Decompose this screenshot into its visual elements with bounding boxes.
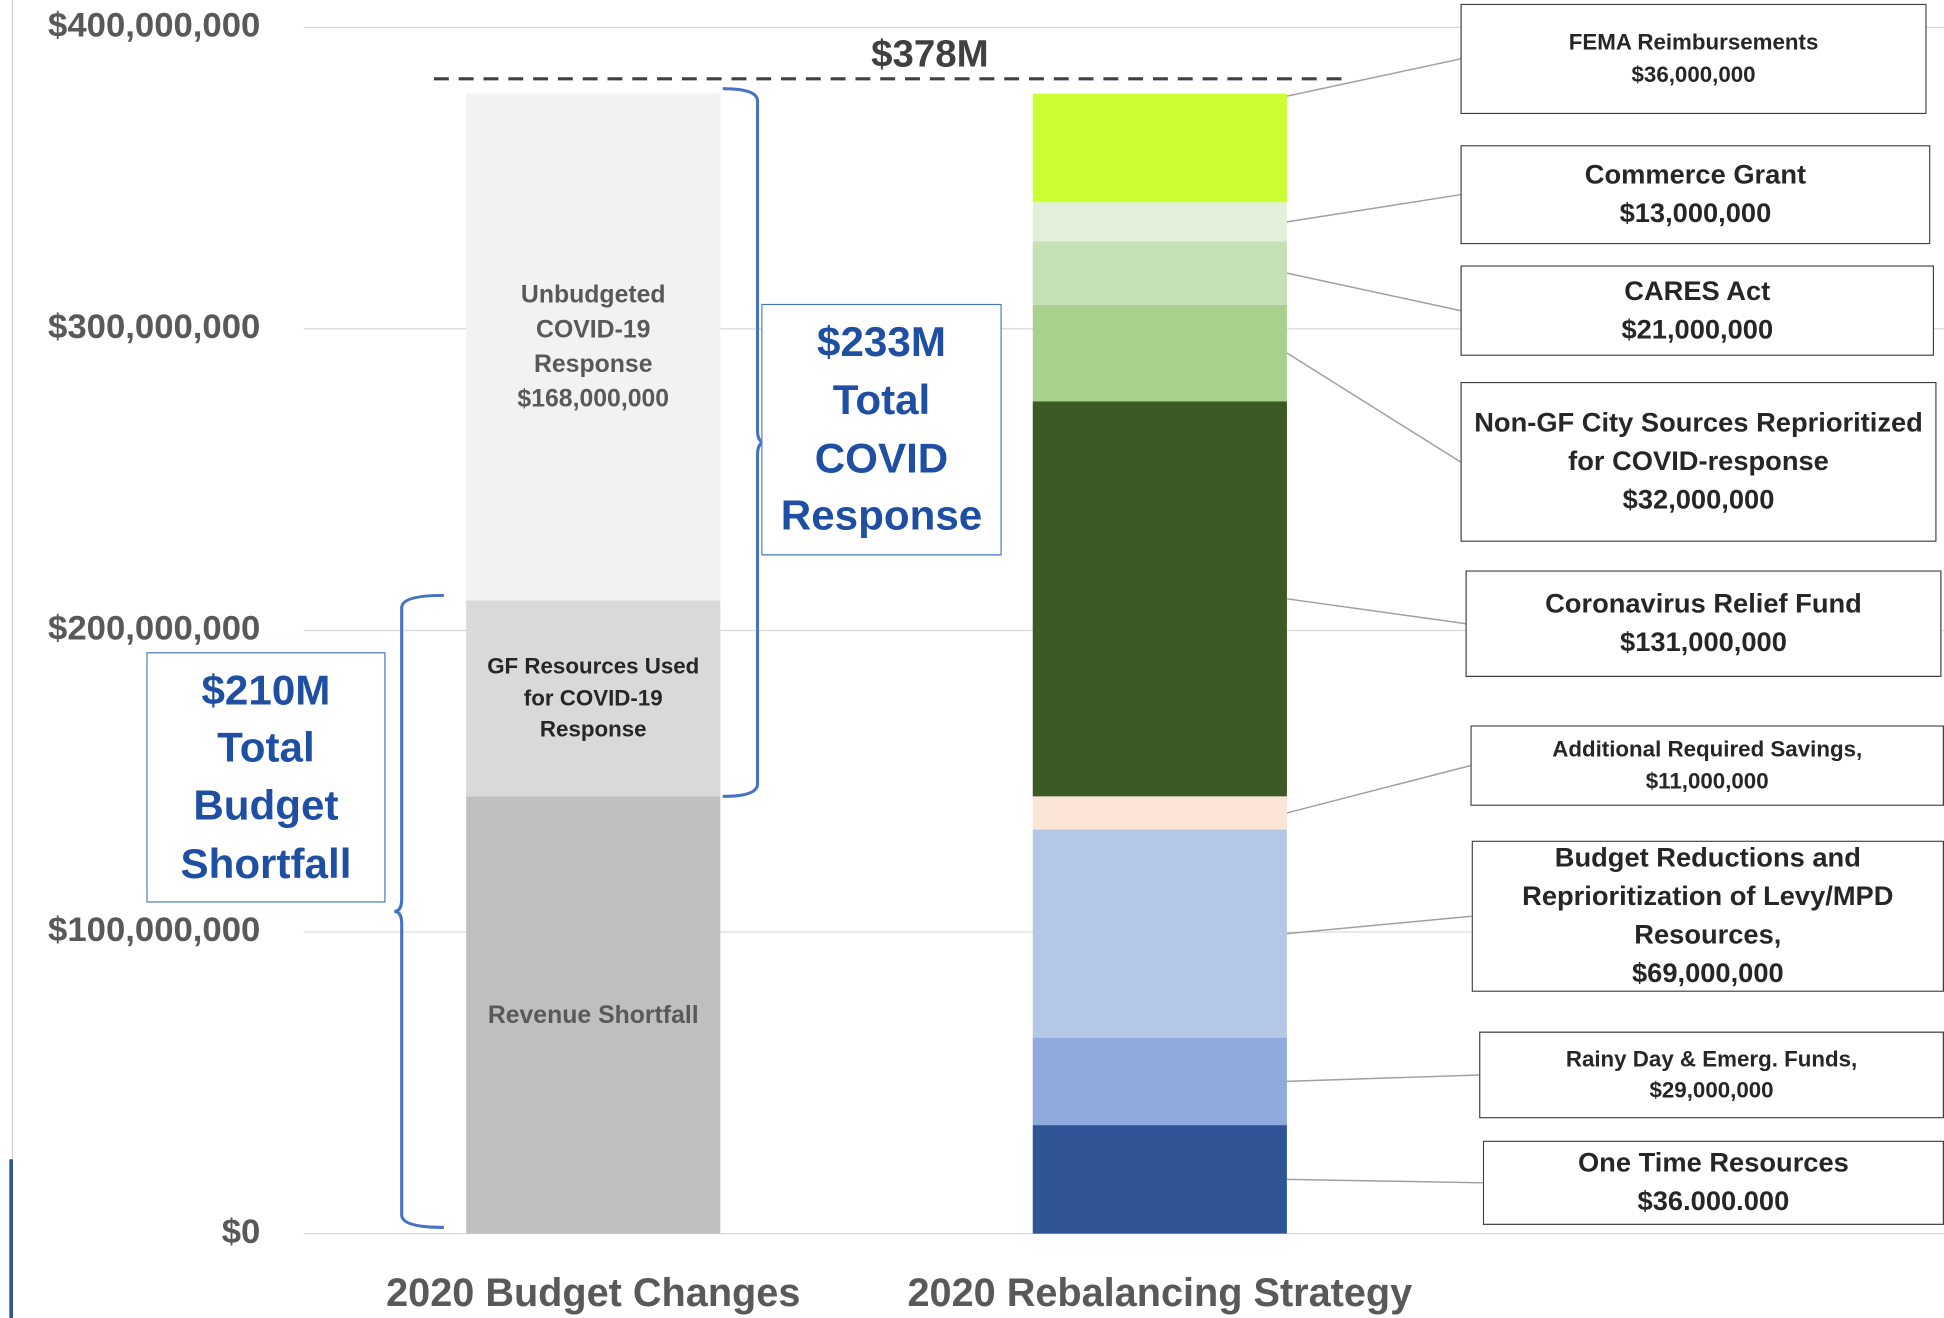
connector-line	[1286, 272, 1461, 312]
bar-segment	[1032, 1125, 1287, 1234]
bar-segment	[1032, 241, 1287, 305]
callout-name: Commerce Grant	[1584, 158, 1807, 190]
callout-box-content: Budget Reductions and Reprioritization o…	[1471, 840, 1944, 992]
x-tick-label: 2020 Rebalancing Strategy	[907, 1271, 1412, 1315]
shortfall-annotation: $210M Total Budget Shortfall	[146, 652, 386, 903]
segment-name: GF Resources Used for COVID-19 Response	[487, 653, 700, 742]
callout-box: One Time Resources $36.000.000	[1482, 1140, 1944, 1225]
callout-box: Rainy Day & Emerg. Funds, $29,000,000	[1479, 1031, 1944, 1119]
segment-label-content: GF Resources Used for COVID-19 Response	[485, 600, 702, 796]
bar-segment	[1032, 401, 1287, 797]
callout-value-label: $13,000,000	[1619, 197, 1772, 229]
callout-box: FEMA Reimbursements $36,000,000	[1460, 3, 1927, 115]
callout-box-content: Non-GF City Sources Reprioritized for CO…	[1460, 381, 1937, 542]
segment-label-content: Unbudgeted COVID-19 Response $168,000,000	[485, 94, 702, 601]
callout-value-label: $29,000,000	[1649, 1077, 1774, 1103]
callout-name: FEMA Reimbursements	[1568, 30, 1819, 55]
bar-segment	[466, 93, 721, 601]
callout-value-label: $131,000,000	[1620, 626, 1787, 658]
callout-value-label: $21,000,000	[1621, 313, 1774, 345]
bar-segment	[1032, 796, 1287, 830]
connector-line	[1286, 58, 1461, 97]
connector-line	[1286, 352, 1461, 463]
y-tick-label: $200,000,000	[48, 610, 260, 648]
segment-name: Unbudgeted COVID-19 Response	[520, 281, 666, 378]
callout-box: Budget Reductions and Reprioritization o…	[1471, 840, 1944, 992]
shortfall-bracket	[394, 593, 444, 1229]
connector-line	[1286, 1074, 1480, 1083]
segment-name: Revenue Shortfall	[487, 1001, 699, 1029]
callout-name: Budget Reductions and Reprioritization o…	[1522, 842, 1894, 950]
callout-value-label: $36,000,000	[1631, 61, 1756, 87]
callout-box: Additional Required Savings, $11,000,000	[1470, 725, 1944, 806]
callout-box-content: Rainy Day & Emerg. Funds, $29,000,000	[1479, 1031, 1944, 1119]
callout-value-label: $69,000,000	[1631, 956, 1784, 988]
segment-label: GF Resources Used for COVID-19 Response	[485, 600, 702, 796]
y-tick-label: $0	[222, 1213, 261, 1251]
segment-label: Unbudgeted COVID-19 Response $168,000,000	[485, 94, 702, 601]
connector-line	[1286, 915, 1472, 935]
bar-segment	[1032, 93, 1287, 203]
callout-name: CARES Act	[1624, 274, 1771, 306]
callout-box: Commerce Grant $13,000,000	[1460, 145, 1931, 245]
y-tick-label: $100,000,000	[48, 911, 260, 949]
bar-segment	[1032, 304, 1287, 402]
callout-name: One Time Resources	[1577, 1147, 1849, 1179]
connector-line	[1286, 598, 1466, 625]
y-tick-label: $400,000,000	[48, 6, 260, 44]
callout-name: Coronavirus Relief Fund	[1545, 587, 1862, 619]
segment-value-label: $168,000,000	[517, 385, 670, 413]
connector-line	[1286, 1178, 1483, 1184]
shortfall-annotation-content: $210M Total Budget Shortfall	[146, 652, 386, 903]
covid-bracket	[722, 87, 766, 798]
callout-box: Non-GF City Sources Reprioritized for CO…	[1460, 381, 1937, 542]
bar-segment	[1032, 202, 1287, 242]
callout-name: Additional Required Savings,	[1552, 736, 1863, 762]
callout-box-content: FEMA Reimbursements $36,000,000	[1460, 3, 1927, 115]
callout-value-label: $11,000,000	[1645, 768, 1769, 793]
bar-segment	[1032, 1037, 1287, 1126]
bar-segment	[466, 600, 721, 797]
bar-segment	[466, 796, 721, 1234]
x-tick-label: 2020 Budget Changes	[386, 1271, 800, 1315]
callout-name: Non-GF City Sources Reprioritized for CO…	[1474, 407, 1923, 477]
connector-line	[1286, 764, 1471, 814]
covid-annotation: $233M Total COVID Response	[761, 303, 1002, 556]
callout-box-content: One Time Resources $36.000.000	[1482, 1140, 1944, 1225]
segment-label: Revenue Shortfall	[485, 796, 702, 1233]
callout-box-content: Additional Required Savings, $11,000,000	[1470, 725, 1944, 806]
total-annotation: $378M	[871, 33, 988, 76]
callout-value-label: $36.000.000	[1637, 1185, 1790, 1217]
connector-line	[1286, 193, 1461, 223]
callout-box: CARES Act $21,000,000	[1460, 265, 1935, 356]
callout-box-content: Commerce Grant $13,000,000	[1460, 145, 1931, 245]
y-tick-label: $300,000,000	[48, 308, 260, 346]
callout-box: Coronavirus Relief Fund $131,000,000	[1465, 570, 1942, 677]
covid-annotation-content: $233M Total COVID Response	[761, 303, 1002, 556]
bar-segment	[1032, 829, 1287, 1038]
callout-value-label: $32,000,000	[1622, 483, 1775, 515]
callout-name: Rainy Day & Emerg. Funds,	[1565, 1046, 1858, 1071]
callout-box-content: Coronavirus Relief Fund $131,000,000	[1465, 570, 1942, 677]
segment-label-content: Revenue Shortfall	[485, 796, 702, 1233]
callout-box-content: CARES Act $21,000,000	[1460, 265, 1935, 356]
